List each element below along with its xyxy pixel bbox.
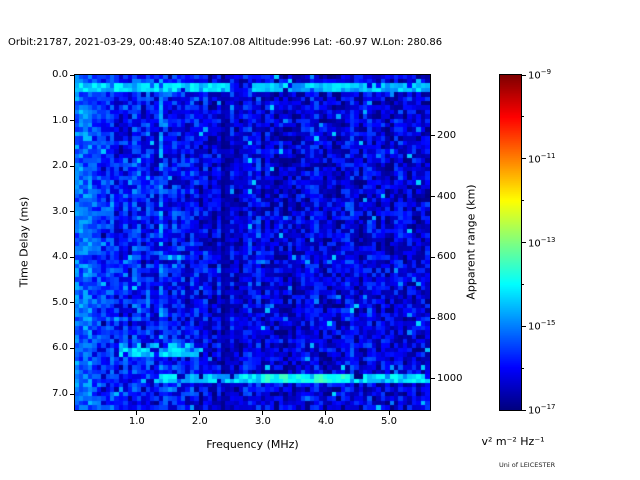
colorbar-tick-label: 10−15 [528,319,556,333]
colorbar-minor-tick-mark [522,367,524,369]
y-tick-mark [70,120,74,122]
colorbar-tick-mark [522,409,526,411]
colorbar-minor-tick-mark [522,283,524,285]
y-tick-mark [70,347,74,349]
y-tick-mark [70,393,74,395]
x-tick-label: 5.0 [381,416,397,427]
right-tick-mark [431,256,435,258]
right-tick-label: 800 [437,312,457,324]
x-tick-label: 2.0 [191,416,208,427]
colorbar-unit-label: v² m⁻² Hz⁻¹ [481,435,545,448]
x-tick-label: 4.0 [318,416,334,427]
y-tick-mark [70,256,74,258]
right-tick-mark [431,196,435,198]
y-tick-label: 6.0 [52,342,68,354]
x-tick-mark [325,411,327,415]
x-tick-mark [199,411,201,415]
colorbar-tick-exponent: −9 [540,68,552,76]
right-tick-mark [431,135,435,137]
colorbar-minor-tick-mark [522,200,524,202]
colorbar-tick-exponent: −17 [540,403,556,411]
colorbar-tick-label: 10−9 [528,68,552,82]
colorbar-tick-mark [522,74,526,76]
colorbar-tick-label: 10−17 [528,403,556,417]
x-tick-label: 3.0 [254,416,271,427]
y-tick-label: 3.0 [52,205,68,217]
heatmap-plot-area [74,74,431,411]
right-tick-label: 400 [437,190,457,202]
plot-title: Orbit:21787, 2021-03-29, 00:48:40 SZA:10… [8,37,443,48]
colorbar-tick-mark [522,325,526,327]
colorbar-gradient [500,75,521,410]
colorbar-tick-label: 10−13 [528,235,556,249]
colorbar-minor-tick-mark [522,116,524,118]
right-tick-label: 1000 [437,372,463,384]
colorbar-tick-label: 10−11 [528,151,556,166]
y-tick-mark [70,302,74,304]
colorbar-tick-mark [522,242,526,243]
right-tick-mark [431,317,435,319]
credit-text: Uni of LEICESTER [499,461,556,469]
y-tick-label: 2.0 [52,160,68,172]
x-axis-label: Frequency (MHz) [206,438,299,451]
right-tick-mark [431,378,435,380]
right-tick-label: 600 [437,251,457,263]
y-axis-right-label: Apparent range (km) [464,184,478,300]
y-tick-label: 4.0 [52,251,68,263]
x-tick-label: 1.0 [128,416,145,427]
y-tick-mark [70,211,74,213]
spectrogram-heatmap [75,75,430,410]
right-tick-label: 200 [437,129,457,141]
colorbar-tick-exponent: −15 [540,319,556,328]
colorbar-tick-exponent: −13 [540,235,556,244]
y-tick-label: 0.0 [52,69,68,80]
colorbar-tick-mark [522,158,526,160]
y-tick-label: 5.0 [52,296,68,308]
y-tick-label: 1.0 [52,114,68,126]
y-tick-label: 7.0 [52,388,68,400]
y-tick-mark [70,74,74,76]
y-tick-mark [70,165,74,167]
colorbar [499,74,522,411]
colorbar-tick-exponent: −11 [540,151,556,160]
y-axis-label: Time Delay (ms) [17,196,31,288]
x-tick-mark [388,411,390,415]
x-tick-mark [136,411,138,415]
x-tick-mark [262,411,264,415]
